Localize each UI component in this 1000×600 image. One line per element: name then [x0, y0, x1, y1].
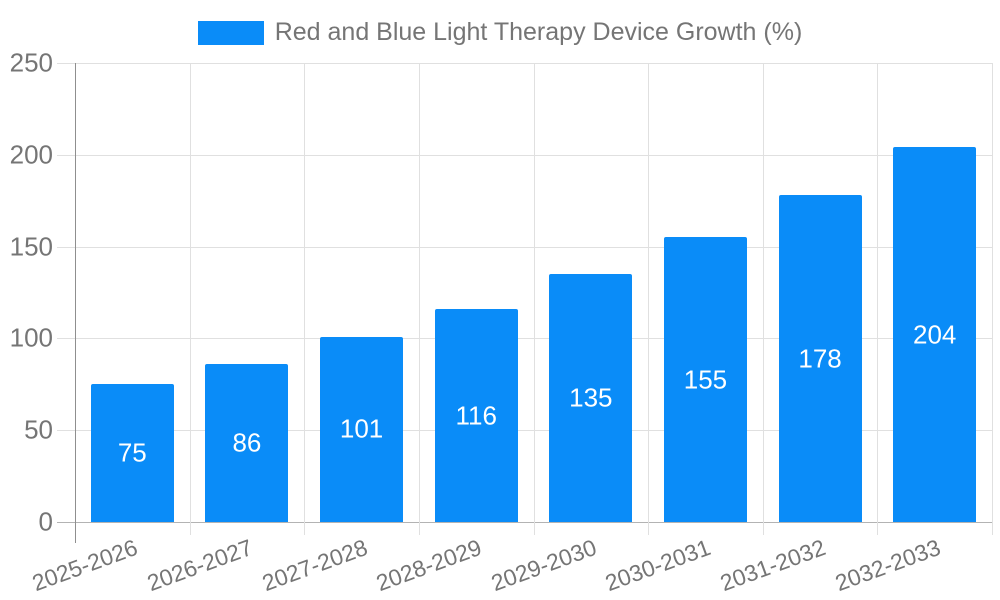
bar-value-label: 178	[798, 343, 842, 374]
x-tick-label: 2028-2029	[372, 534, 486, 597]
x-grid-line	[648, 63, 650, 535]
bar[interactable]: 86	[205, 364, 289, 522]
y-tick-label: 250	[9, 47, 53, 78]
y-grid-line	[57, 63, 992, 64]
x-tick-label: 2030-2031	[602, 534, 715, 597]
y-tick-label: 200	[9, 139, 53, 170]
bar-value-label: 204	[912, 319, 957, 350]
bar-value-label: 116	[455, 400, 497, 431]
x-grid-line	[533, 63, 535, 535]
x-tick-label: 2031-2032	[716, 534, 829, 597]
bar-value-label: 155	[683, 364, 728, 395]
bar[interactable]: 116	[434, 309, 518, 522]
x-grid-line	[418, 63, 420, 535]
x-axis-line	[57, 522, 992, 523]
y-tick-label: 150	[9, 231, 53, 262]
bar[interactable]: 204	[893, 147, 977, 522]
x-tick-label: 2032-2033	[831, 534, 944, 597]
plot-area: 0 50 100 150 200 250 75 2025-2026 86 2026-2027 101…	[10, 48, 993, 596]
bar-value-label: 86	[232, 427, 262, 458]
y-axis-line	[75, 63, 76, 543]
bar[interactable]: 101	[320, 336, 404, 522]
x-tick-label: 2026-2027	[143, 534, 256, 597]
bar-value-label: 135	[569, 382, 613, 413]
x-tick-label: 2029-2030	[487, 534, 600, 597]
y-grid-line	[57, 338, 992, 340]
legend[interactable]: Red and Blue Light Therapy Device Growth…	[0, 18, 1000, 47]
bar[interactable]: 75	[90, 384, 174, 522]
y-grid-line	[57, 154, 992, 156]
y-tick-label: 50	[24, 414, 53, 445]
x-grid-line	[877, 63, 879, 535]
x-tick-label: 2027-2028	[258, 534, 371, 597]
y-grid-line	[57, 246, 992, 248]
legend-label: Red and Blue Light Therapy Device Growth…	[274, 18, 803, 46]
legend-swatch	[197, 20, 264, 45]
bar-value-label: 101	[339, 413, 384, 444]
y-tick-label: 0	[38, 506, 53, 537]
y-tick-label: 100	[9, 322, 53, 353]
bar[interactable]: 178	[778, 195, 862, 522]
x-tick-label: 2025-2026	[28, 534, 142, 597]
x-grid-line	[762, 63, 764, 535]
x-grid-line	[992, 63, 993, 535]
y-grid-line	[57, 430, 992, 432]
x-grid-line	[189, 63, 191, 535]
bar[interactable]: 155	[663, 237, 747, 522]
bar[interactable]: 135	[549, 274, 633, 522]
x-grid-line	[304, 63, 306, 535]
bar-value-label: 75	[117, 437, 147, 468]
